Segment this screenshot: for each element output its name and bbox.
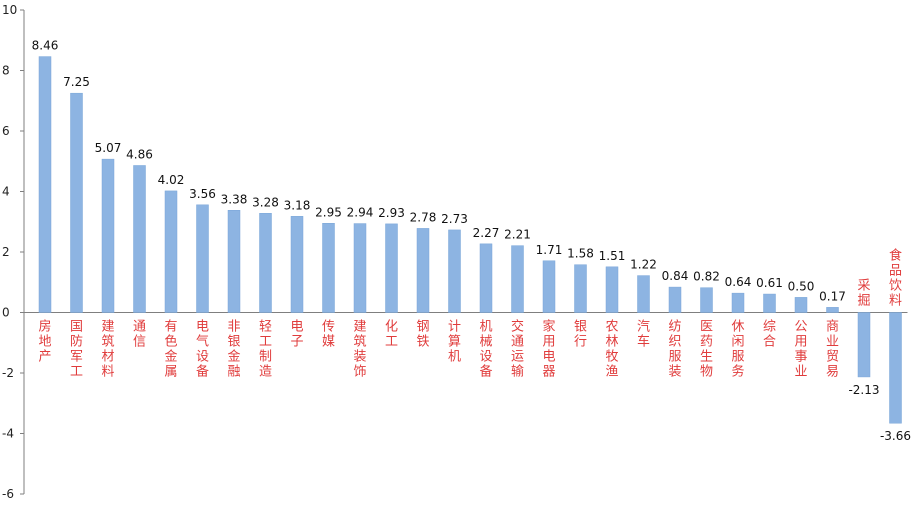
data-label: 0.64 xyxy=(725,275,752,289)
category-label: 采掘 xyxy=(857,279,870,309)
data-label: 0.50 xyxy=(788,279,815,293)
bar xyxy=(385,223,398,313)
category-label: 医药生物 xyxy=(700,320,713,380)
data-label: 2.73 xyxy=(441,212,468,226)
bar xyxy=(700,287,713,313)
data-label: 3.38 xyxy=(221,192,248,206)
category-label: 机械设备 xyxy=(479,320,492,380)
y-tick-label: 10 xyxy=(2,3,17,17)
category-label: 综合 xyxy=(763,320,776,350)
category-label: 家用电器 xyxy=(542,319,555,380)
bar xyxy=(668,286,682,313)
bar xyxy=(227,210,241,313)
bar xyxy=(574,264,587,313)
bars-layer xyxy=(38,56,902,424)
bar xyxy=(290,216,304,313)
category-label: 电气设备 xyxy=(196,320,209,380)
y-tick-label: 2 xyxy=(2,245,10,259)
data-label: 2.93 xyxy=(378,206,405,220)
bar xyxy=(511,245,524,313)
y-tick-label: 0 xyxy=(2,306,10,320)
category-label: 国防军工 xyxy=(70,320,83,380)
y-tick-label: -6 xyxy=(2,487,14,501)
data-label: 2.94 xyxy=(347,206,374,220)
data-label: 3.18 xyxy=(284,198,311,212)
category-label: 有色金属 xyxy=(164,320,177,380)
bar xyxy=(605,266,619,313)
bar xyxy=(70,92,83,313)
bar xyxy=(133,165,146,313)
data-label: -3.66 xyxy=(880,429,911,443)
category-label: 钢铁 xyxy=(416,320,429,350)
category-label: 商业贸易 xyxy=(826,320,839,380)
bar xyxy=(826,307,839,313)
data-label: 1.58 xyxy=(567,247,594,261)
category-label: 计算机 xyxy=(448,320,461,365)
category-label: 农林牧渔 xyxy=(605,320,618,380)
data-label: 0.82 xyxy=(693,270,720,284)
category-label: 休闲服务 xyxy=(731,320,744,380)
data-label: 3.28 xyxy=(252,195,279,209)
data-label: -2.13 xyxy=(848,383,879,397)
data-label: 2.95 xyxy=(315,205,342,219)
bar xyxy=(794,297,808,313)
data-label: 1.22 xyxy=(630,258,657,272)
data-label: 7.25 xyxy=(63,75,90,89)
y-tick-label: 4 xyxy=(2,185,10,199)
category-label: 通信 xyxy=(133,320,146,350)
category-label: 食品饮料 xyxy=(889,248,902,309)
bar xyxy=(416,228,430,313)
data-label: 1.51 xyxy=(599,249,626,263)
data-label: 0.84 xyxy=(662,269,689,283)
category-label: 非银金融 xyxy=(227,320,240,380)
bar xyxy=(259,213,272,313)
bar xyxy=(542,260,556,313)
y-tick-label: 8 xyxy=(2,64,10,78)
data-label: 0.61 xyxy=(756,276,783,290)
category-label: 建筑材料 xyxy=(101,320,114,380)
data-label: 5.07 xyxy=(95,141,122,155)
data-label: 2.78 xyxy=(410,210,437,224)
data-label: 8.46 xyxy=(32,39,59,53)
category-label: 轻工制造 xyxy=(259,320,272,380)
category-label: 纺织服装 xyxy=(668,320,681,380)
bar xyxy=(763,293,776,313)
bar xyxy=(196,204,209,313)
data-label: 3.56 xyxy=(189,187,216,201)
category-label: 房地产 xyxy=(38,319,51,365)
labels-layer: 8.46 7.25 5.07 4.86 4.02 3.56 3.38 3.28 3.18 2.95… xyxy=(32,39,911,444)
category-label: 电子 xyxy=(290,320,303,350)
category-label: 银行 xyxy=(574,320,587,350)
data-label: 4.02 xyxy=(158,173,185,187)
bar xyxy=(857,312,871,378)
category-label: 建筑装饰 xyxy=(353,320,366,380)
category-label: 传媒 xyxy=(322,320,335,350)
bar xyxy=(479,243,493,313)
y-tick-label: -2 xyxy=(2,366,14,380)
data-label: 2.21 xyxy=(504,228,531,242)
data-label: 1.71 xyxy=(536,243,563,257)
y-tick-label: 6 xyxy=(2,124,10,138)
category-label: 公用事业 xyxy=(794,320,807,380)
data-label: 2.27 xyxy=(473,226,500,240)
bar xyxy=(322,223,335,313)
bar xyxy=(731,292,745,313)
bar xyxy=(101,158,115,313)
bar xyxy=(38,56,52,313)
category-label: 汽车 xyxy=(637,320,650,350)
category-label: 化工 xyxy=(385,320,398,350)
category-label: 交通运输 xyxy=(511,319,524,380)
bar xyxy=(164,190,178,313)
y-tick-label: -4 xyxy=(2,427,14,441)
bar xyxy=(448,229,461,313)
data-label: 0.17 xyxy=(819,289,846,303)
bar xyxy=(637,275,650,313)
bar xyxy=(353,223,367,313)
bar xyxy=(889,312,902,424)
data-label: 4.86 xyxy=(126,147,153,161)
